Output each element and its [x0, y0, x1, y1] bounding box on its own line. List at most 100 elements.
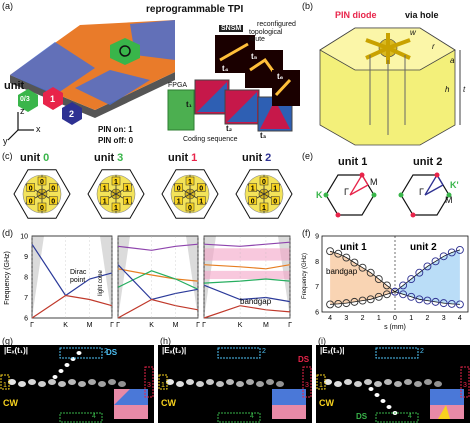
unit-cell-2: unit 1 1 0 1 0 1 0 — [154, 150, 226, 225]
panel-c: (c) unit 0 0 0 0 0 0 0 unit 3 1 1 1 1 1 1 unit 1 1 0 1 0 1 0 uni… — [0, 150, 300, 225]
panel-h-label: (h) — [160, 336, 171, 346]
gap-ytick: 6 — [315, 310, 319, 317]
gap-ytick: 8 — [315, 259, 319, 266]
light-cone-right — [100, 236, 112, 318]
gap-point — [415, 295, 424, 304]
unit-number: 3 — [117, 152, 124, 164]
panel-e: (e) unit 1 unit 2 K M Γ K' M Γ — [300, 150, 474, 230]
port-2-label: 2 — [262, 348, 266, 355]
unit-1-text: 1 — [50, 94, 56, 104]
band-xtick: Γ — [196, 322, 200, 329]
tpi-sector-blue-left — [10, 42, 95, 95]
band-xtick: Γ — [30, 322, 34, 329]
pin-bit: 1 — [114, 179, 118, 186]
route-label-2: topological route — [249, 29, 283, 43]
band-line — [203, 264, 291, 270]
band-xtick: Γ — [202, 322, 206, 329]
unit-2-tile — [62, 102, 82, 125]
panel-i-label: (i) — [318, 336, 326, 346]
ds-label: DS — [106, 348, 118, 357]
band-line — [117, 243, 199, 251]
port-2-label: 2 — [104, 348, 108, 355]
light-cone-label: light cone — [98, 269, 104, 295]
band-xtick: M — [173, 322, 179, 329]
band-line — [117, 298, 199, 319]
cw-label: CW — [3, 398, 18, 408]
band-line — [31, 243, 113, 297]
coding-label: Coding sequence — [183, 136, 238, 143]
pin-bit: 1 — [114, 205, 118, 212]
gap-point — [366, 295, 375, 304]
gap-point — [366, 268, 375, 277]
ds-label: DS — [356, 412, 368, 421]
band-xtick: Γ — [110, 322, 114, 329]
field-map-image — [158, 345, 312, 423]
gap-point — [374, 275, 383, 284]
band-ytick: 10 — [20, 234, 28, 241]
dirac-label: Dirac — [70, 269, 87, 276]
pin-bit: 0 — [188, 205, 192, 212]
pin-off-label: PIN off: 0 — [98, 136, 134, 145]
dirac-point-label: point — [70, 277, 85, 284]
bz-unit2-title: unit 2 — [413, 156, 443, 168]
pin-bit: 0 — [273, 199, 277, 206]
field-label: |Eₓ(t₂)| — [162, 346, 187, 355]
unit-cell-illustration — [319, 27, 461, 146]
unit-cell-title: unit 1 — [168, 152, 197, 164]
gap-point — [423, 262, 432, 271]
unit-cell-0: unit 0 0 0 0 0 0 0 — [6, 150, 78, 225]
band-xtick: Γ — [116, 322, 120, 329]
unit-cell-title: unit 3 — [94, 152, 123, 164]
pin-bit: 0 — [51, 186, 55, 193]
cw-label: CW — [161, 398, 176, 408]
unit-1-tile — [43, 87, 63, 110]
light-cone-left — [118, 236, 130, 318]
axis-y-label: y — [3, 136, 8, 146]
panel-e-label: (e) — [302, 151, 313, 161]
gap-xtick: 0 — [393, 315, 397, 322]
band-line — [203, 241, 291, 247]
port-4-label: 4 — [92, 413, 96, 420]
panel-g-label: (g) — [2, 336, 13, 346]
dim-h: h — [445, 85, 450, 94]
time-label-t1: t₁ — [186, 100, 192, 109]
field-label: |Eₓ(t₁)| — [4, 346, 29, 355]
gap-point — [358, 263, 367, 272]
panel-b: (b) PIN diode via hole w r a h t — [300, 0, 474, 150]
pin-bit: 1 — [262, 205, 266, 212]
dim-w: w — [410, 28, 416, 37]
band-line — [117, 270, 199, 290]
fpga-board — [167, 89, 195, 131]
unit-word: unit — [168, 152, 189, 164]
bandgap-chart: 9 8 7 6 4 3 2 1 0 1 2 3 4 s (mm) Frequency (GHz) unit 1… — [302, 234, 469, 331]
gap-ytick: 7 — [315, 284, 319, 291]
band-line — [203, 278, 291, 284]
unit-cell-1: unit 3 1 1 1 1 1 1 — [80, 150, 152, 225]
gap-xtick: 2 — [361, 315, 365, 322]
field-map-h: (h) |Eₓ(t₂)| CW DS 1 2 3 4 — [158, 336, 312, 423]
band-line — [203, 305, 291, 319]
unit-word: unit — [242, 152, 263, 164]
band-xtick: M — [87, 322, 93, 329]
unit-word: unit — [20, 152, 41, 164]
unit-number: 1 — [191, 152, 198, 164]
panel-f: (f) 9 8 7 6 4 3 2 1 0 1 2 3 4 s (mm) Frequency (GHz) un… — [300, 228, 474, 333]
panel-d-label: (d) — [2, 228, 13, 238]
cw-label: CW — [319, 398, 334, 408]
time-label-t2: t₂ — [226, 124, 233, 133]
gap-point — [358, 296, 367, 305]
pin-bit: 1 — [103, 199, 107, 206]
port-1-label: 1 — [161, 382, 165, 389]
bandgap-band — [204, 270, 290, 280]
gap-point — [423, 296, 432, 305]
gap-point — [326, 247, 335, 256]
brillouin-zones — [323, 172, 452, 218]
axis-x-label: x — [36, 124, 41, 134]
axis-y — [7, 129, 19, 141]
fpga-label: FPGA — [168, 82, 188, 89]
field-map-g: (g) |Eₓ(t₁)| CW DS 1 2 3 4 — [0, 336, 154, 423]
unit-cell-title: unit 0 — [20, 152, 49, 164]
